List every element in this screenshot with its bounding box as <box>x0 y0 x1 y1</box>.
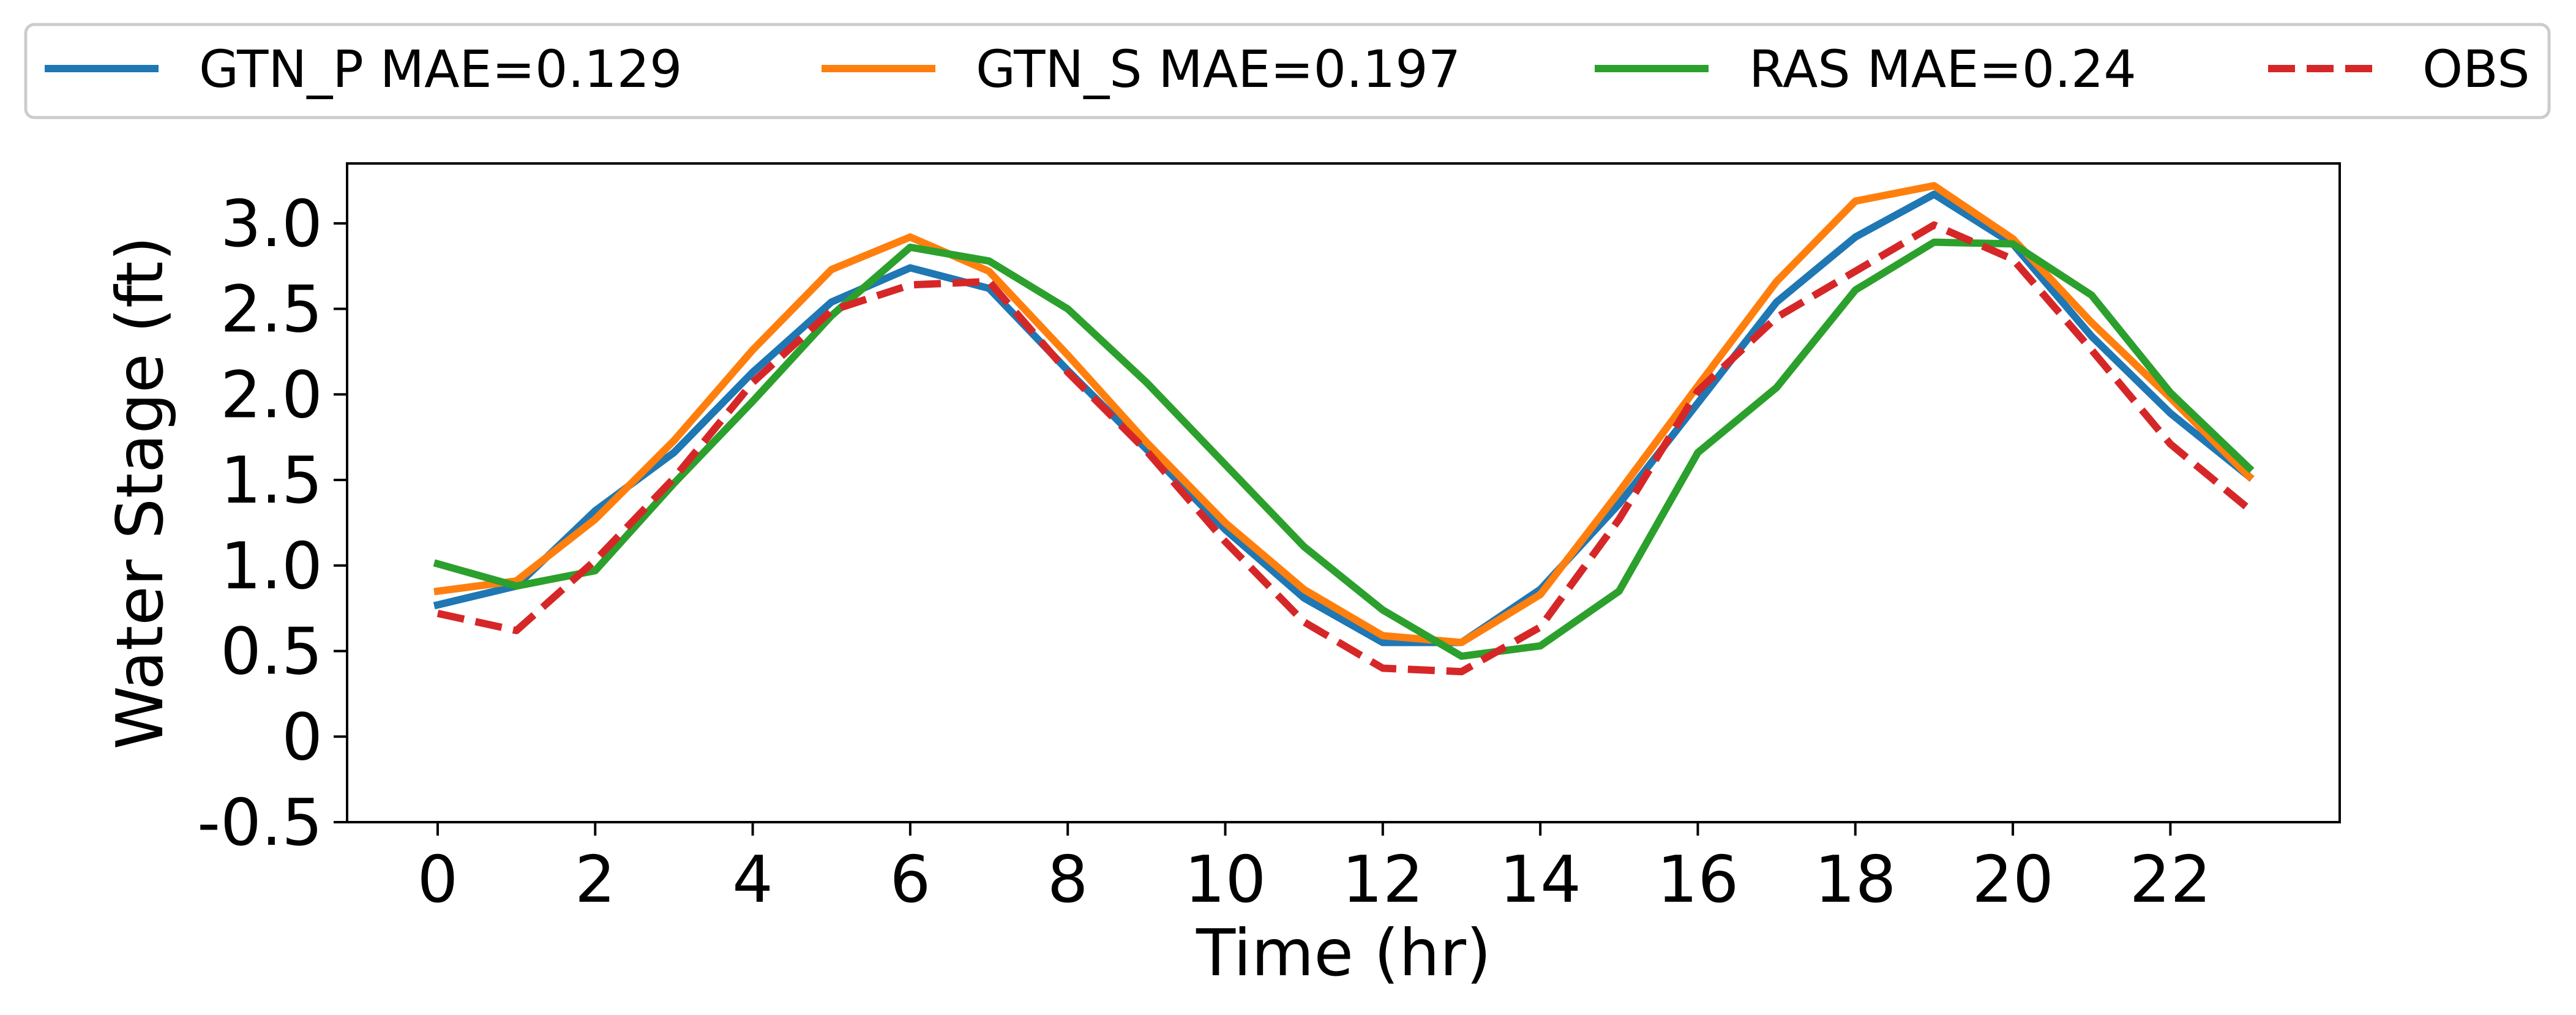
x-axis-title: Time (hr) <box>1196 916 1491 991</box>
y-tick-label: 1.0 <box>220 529 323 604</box>
y-tick-label: 0 <box>282 700 323 774</box>
y-tick-label: 2.5 <box>220 272 323 347</box>
y-axis: -0.5 0 0.5 1.0 1.5 2.0 2.5 3.0 <box>197 187 347 860</box>
x-tick-label: 4 <box>732 842 773 917</box>
x-tick-label: 22 <box>2130 842 2212 917</box>
legend-label: GTN_S MAE=0.197 <box>976 39 1461 99</box>
x-tick-label: 6 <box>889 842 930 917</box>
series-layer <box>433 182 2255 676</box>
series-line-ras <box>433 238 2255 660</box>
series-line-gtn-s <box>433 182 2255 646</box>
x-tick-label: 10 <box>1185 842 1267 917</box>
x-tick-label: 2 <box>575 842 616 917</box>
legend-frame <box>24 23 2551 119</box>
legend: GTN_P MAE=0.129 GTN_S MAE=0.197 RAS MAE=0.… <box>24 23 2551 119</box>
series-line-gtn-p <box>433 190 2255 646</box>
x-tick-label: 12 <box>1342 842 1424 917</box>
x-axis: 0 2 4 6 8 10 12 14 16 18 20 22 <box>417 822 2212 917</box>
y-tick-label: 2.0 <box>220 358 323 432</box>
plot-area-frame <box>346 162 2341 823</box>
y-tick-label: -0.5 <box>197 785 323 860</box>
x-tick-label: 18 <box>1814 842 1896 917</box>
y-tick-label: 3.0 <box>220 187 323 261</box>
legend-label: GTN_P MAE=0.129 <box>199 39 682 99</box>
legend-label: RAS MAE=0.24 <box>1749 39 2136 99</box>
x-tick-label: 8 <box>1047 842 1088 917</box>
x-tick-label: 20 <box>1972 842 2054 917</box>
x-tick-label: 0 <box>417 842 459 917</box>
y-axis-title: Water Stage (ft) <box>103 236 178 750</box>
series-line-obs <box>436 221 2252 676</box>
x-tick-label: 14 <box>1499 842 1581 917</box>
legend-label: OBS <box>2422 39 2530 99</box>
x-tick-label: 16 <box>1657 842 1739 917</box>
y-tick-label: 1.5 <box>220 443 323 518</box>
y-tick-label: 0.5 <box>220 615 323 689</box>
